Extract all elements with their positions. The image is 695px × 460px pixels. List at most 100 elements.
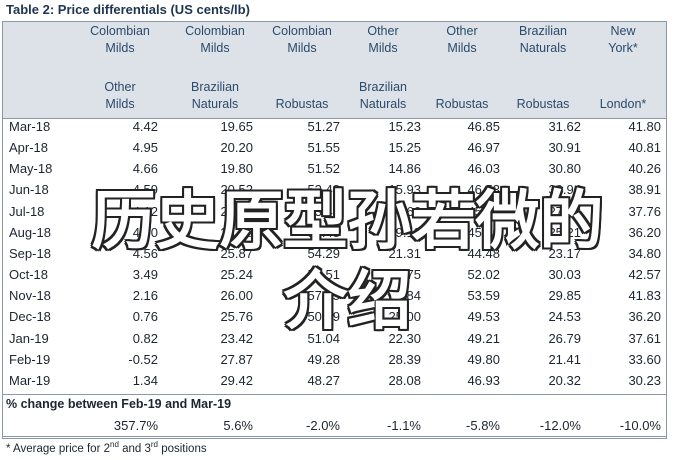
- cell: 0.82: [132, 330, 158, 346]
- cell: 20.32: [548, 372, 581, 388]
- cell: 53.59: [467, 288, 500, 304]
- header-cell: Brazilian Naturals: [519, 24, 567, 55]
- cell: 55.51: [307, 267, 340, 283]
- cell: 52.02: [467, 267, 500, 283]
- cell: 31.62: [548, 119, 581, 134]
- header-cell: Other Milds: [104, 80, 136, 111]
- cell: 19.18: [388, 224, 421, 240]
- cell: 30.80: [548, 161, 581, 177]
- cell: 45.36: [467, 224, 500, 240]
- cell: 53.48: [307, 224, 340, 240]
- cell: 4.12: [132, 203, 158, 219]
- header-cell: Robustas: [275, 97, 329, 111]
- cell: 4.66: [132, 161, 158, 177]
- cell: -5.8%: [466, 417, 500, 433]
- cell: 46.97: [467, 140, 500, 156]
- header-cell: Other Milds: [367, 24, 399, 55]
- rule: [3, 118, 666, 119]
- cell: 25.21: [548, 224, 581, 240]
- cell: 26.79: [548, 330, 581, 346]
- cell: 46.93: [467, 372, 500, 388]
- cell: -2.0%: [306, 417, 340, 433]
- cell: 28.08: [388, 372, 421, 388]
- cell: 27.83: [548, 203, 581, 219]
- cell: -12.0%: [539, 417, 581, 433]
- cell: 26.00: [220, 288, 253, 304]
- cell: 42.57: [628, 267, 661, 283]
- cell: 25.24: [220, 267, 253, 283]
- cell: 45.74: [467, 203, 500, 219]
- cell: 19.65: [220, 119, 253, 134]
- cell: 22.30: [388, 330, 421, 346]
- cell: 17.66: [388, 203, 421, 219]
- overlay-text: 历史原型孙若微的: [91, 185, 604, 259]
- cell: 51.55: [307, 140, 340, 156]
- cell: 23.84: [388, 288, 421, 304]
- rule: [3, 393, 666, 395]
- row-label: Sep-18: [9, 245, 51, 261]
- cell: 23.42: [220, 330, 253, 346]
- row-label: Mar-18: [9, 119, 51, 134]
- cell: -0.52: [128, 351, 158, 367]
- header-cell: Colombian Milds: [185, 24, 245, 55]
- cell: 21.78: [220, 203, 253, 219]
- cell: 49.80: [467, 351, 500, 367]
- cell: 49.53: [467, 309, 500, 325]
- cell: 1.34: [132, 372, 158, 388]
- table-title: Table 2: Price differentials (US cents/l…: [6, 2, 250, 17]
- cell: 40.26: [628, 161, 661, 177]
- cell: 54.29: [307, 245, 340, 261]
- row-label: Nov-18: [9, 288, 51, 304]
- cell: 34.80: [628, 245, 661, 261]
- cell: 51.27: [307, 119, 340, 134]
- cell: 41.80: [628, 119, 661, 134]
- cell: 41.83: [628, 288, 661, 304]
- cell: 36.20: [628, 309, 661, 325]
- cell: 57.35: [307, 288, 340, 304]
- footnote: * Average price for 2nd and 3rd position…: [6, 440, 207, 455]
- cell: 29.42: [220, 372, 253, 388]
- cell: 36.20: [628, 224, 661, 240]
- cell: 0.76: [132, 309, 158, 325]
- row-label: Aug-18: [9, 224, 51, 240]
- cell: -1.1%: [387, 417, 421, 433]
- cell: 21.41: [548, 351, 581, 367]
- cell: 52.48: [307, 182, 340, 198]
- cell: 46.53: [467, 182, 500, 198]
- footnote-text: and 3: [118, 442, 151, 455]
- cell: 357.7%: [113, 417, 158, 433]
- cell: 27.87: [220, 351, 253, 367]
- cell: 29.85: [548, 288, 581, 304]
- header-cell: London*: [599, 97, 647, 111]
- row-label: Jun-18: [9, 182, 49, 198]
- header-cell: Robustas: [516, 97, 570, 111]
- cell: -10.0%: [619, 417, 661, 433]
- footnote-text: * Average price for 2: [6, 442, 110, 455]
- cell: 37.61: [628, 330, 661, 346]
- row-label: Jan-19: [9, 330, 49, 346]
- cell: 50.29: [307, 309, 340, 325]
- cell: 30.94: [548, 182, 581, 198]
- cell: 15.25: [388, 140, 421, 156]
- row-label: Dec-18: [9, 309, 51, 325]
- table-frame: [2, 21, 667, 439]
- row-label: Oct-18: [9, 267, 49, 283]
- cell: 38.91: [628, 182, 661, 198]
- row-label: Apr-18: [9, 140, 49, 156]
- header-cell: Other Milds: [446, 24, 478, 55]
- cell: 4.42: [132, 119, 158, 134]
- cell: 30.91: [548, 140, 581, 156]
- cell: 15.93: [388, 182, 421, 198]
- header-cell: New York*: [608, 24, 638, 55]
- change-label: % change between Feb-19 and Mar-19: [6, 396, 232, 411]
- cell: 21.31: [388, 245, 421, 261]
- cell: 23.17: [548, 245, 581, 261]
- cell: 25.76: [220, 309, 253, 325]
- cell: 23.48: [220, 224, 253, 240]
- table-header: [3, 22, 666, 118]
- cell: 2.16: [132, 288, 158, 304]
- cell: 19.80: [220, 161, 253, 177]
- cell: 24.53: [548, 309, 581, 325]
- cell: 4.30: [132, 224, 158, 240]
- row-label: May-18: [9, 161, 53, 177]
